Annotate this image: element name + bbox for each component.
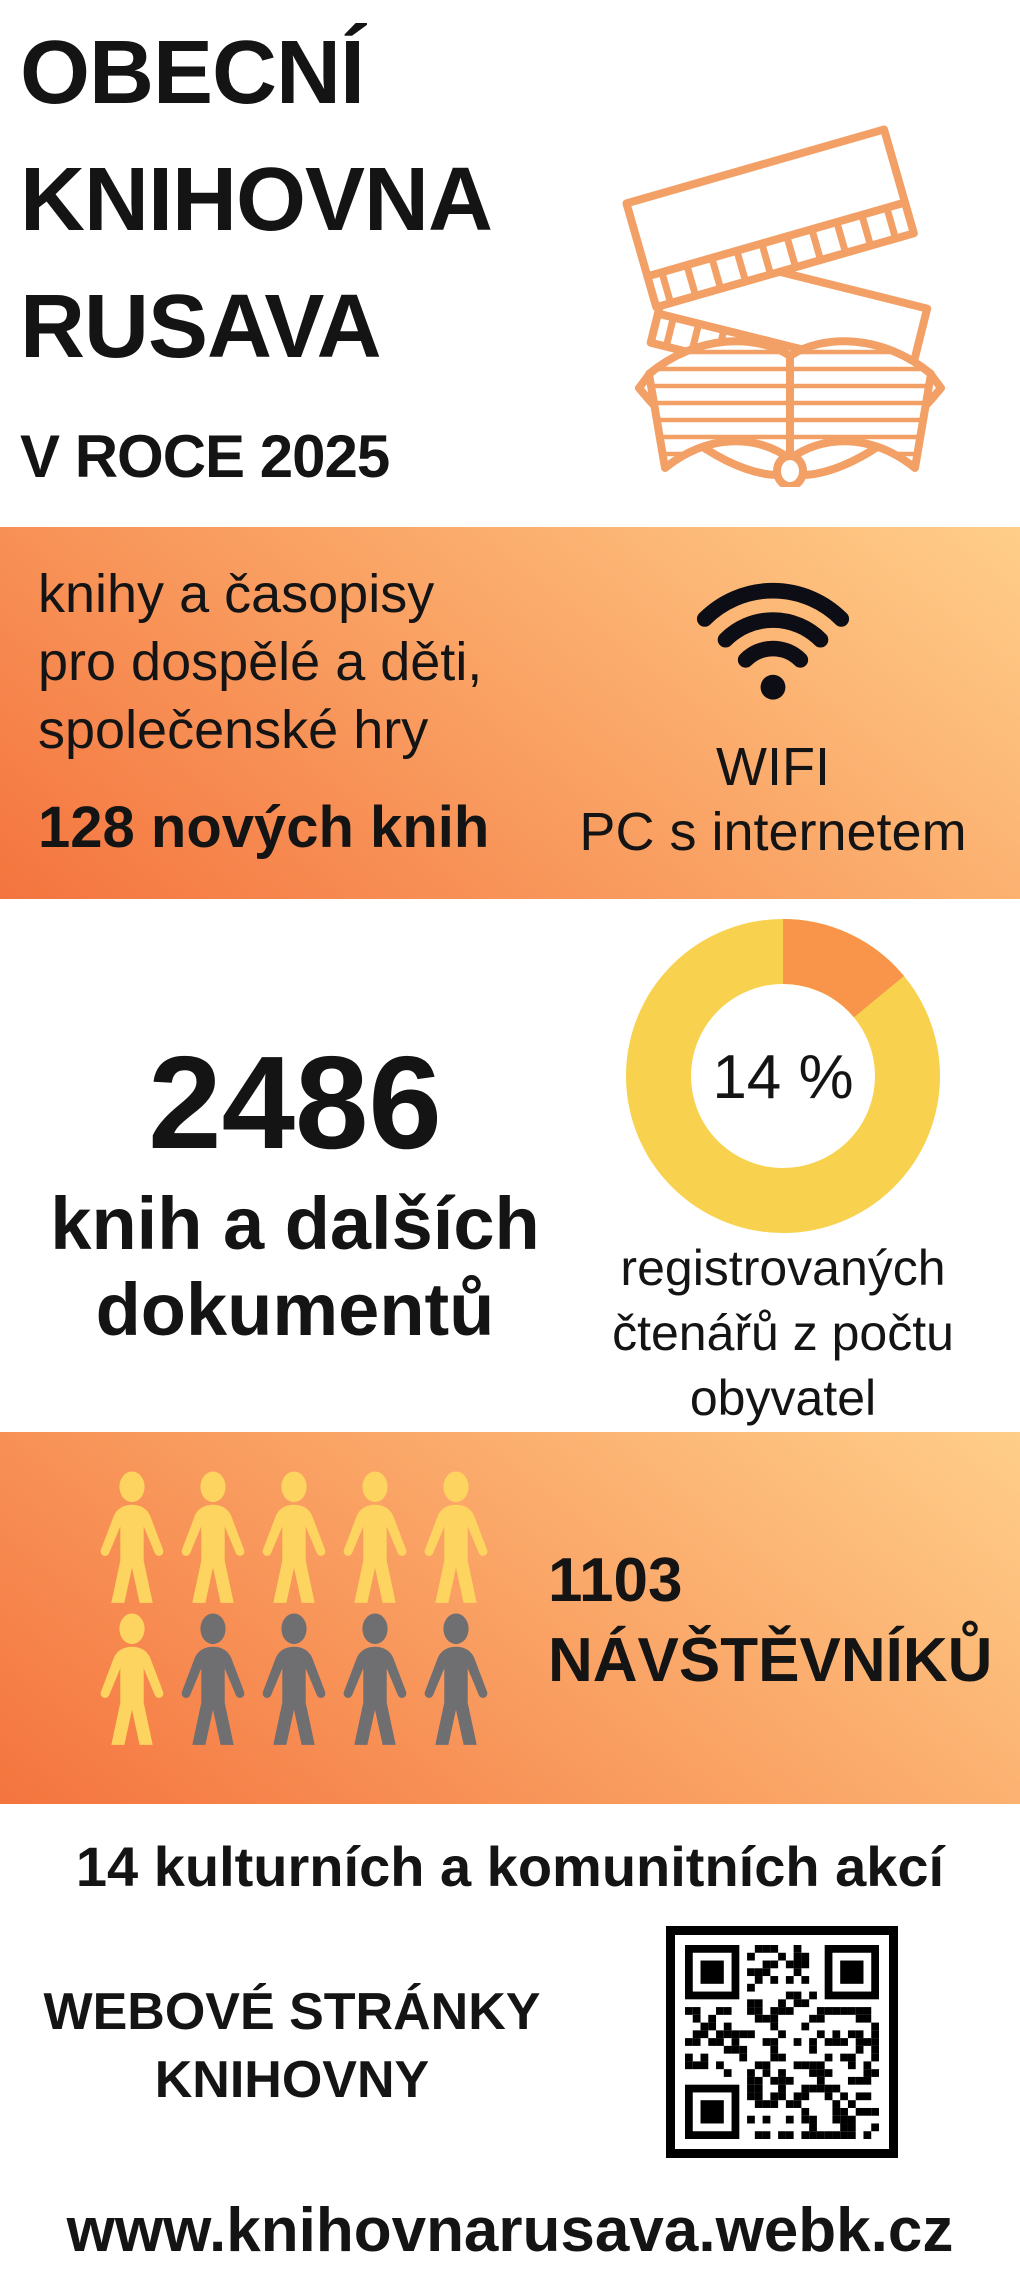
donut-caption: registrovaných čtenářů z počtu obyvatel [583,1236,983,1431]
page-title: OBECNÍ KNIHOVNA RUSAVA [20,10,493,391]
services-line-3: společenské hry [38,700,429,760]
title-line-3: RUSAVA [20,277,382,377]
website-label: WEBOVÉ STRÁNKY KNIHOVNY [42,1978,542,2114]
collection-label-line-1: knih a dalších [50,1182,540,1265]
books-icon [622,125,945,487]
title-line-2: KNIHOVNA [20,150,493,250]
donut-caption-line-2: čtenářů z počtu [612,1305,954,1361]
wifi-icon [696,582,850,700]
visitors-pictogram [100,1471,488,1745]
closed-book-top [622,125,918,312]
visitors-section [0,1432,1020,1804]
collection-label-line-2: dokumentů [95,1268,495,1351]
collection-count: 2486 [148,1029,442,1176]
services-line-2: pro dospělé a děti, [38,632,483,692]
collection-label: knih a dalších dokumentů [0,1181,590,1353]
services-section [0,527,1020,899]
donut-caption-line-1: registrovaných [620,1240,946,1296]
donut-readers-slice [626,919,940,1233]
donut-caption-line-3: obyvatel [689,1370,877,1426]
wifi-label: WIFI [716,737,830,797]
visitors-count: 1103 [548,1546,683,1615]
new-books-highlight: 128 nových knih [38,795,490,860]
services-description: knihy a časopisy pro dospělé a děti, spo… [38,560,482,764]
website-label-line-1: WEBOVÉ STRÁNKY [43,1983,541,2041]
visitors-text: 1103 NÁVŠTĚVNÍKŮ [548,1541,992,1701]
visitors-label: NÁVŠTĚVNÍKŮ [548,1626,993,1695]
events-text: 14 kulturních a komunitních akcí [75,1835,945,1898]
internet-label: PC s internetem [579,802,967,862]
title-line-1: OBECNÍ [20,23,365,123]
subtitle-year: V ROCE 2025 [20,423,390,490]
open-book [635,337,945,487]
donut-center-label: 14 % [712,1043,853,1112]
website-label-line-2: KNIHOVNY [154,2051,430,2109]
services-line-1: knihy a časopisy [38,564,435,624]
donut-chart: 14 % [626,919,940,1233]
qr-code [666,1926,898,2158]
website-url: www.knihovnarusava.webk.cz [66,2196,954,2265]
